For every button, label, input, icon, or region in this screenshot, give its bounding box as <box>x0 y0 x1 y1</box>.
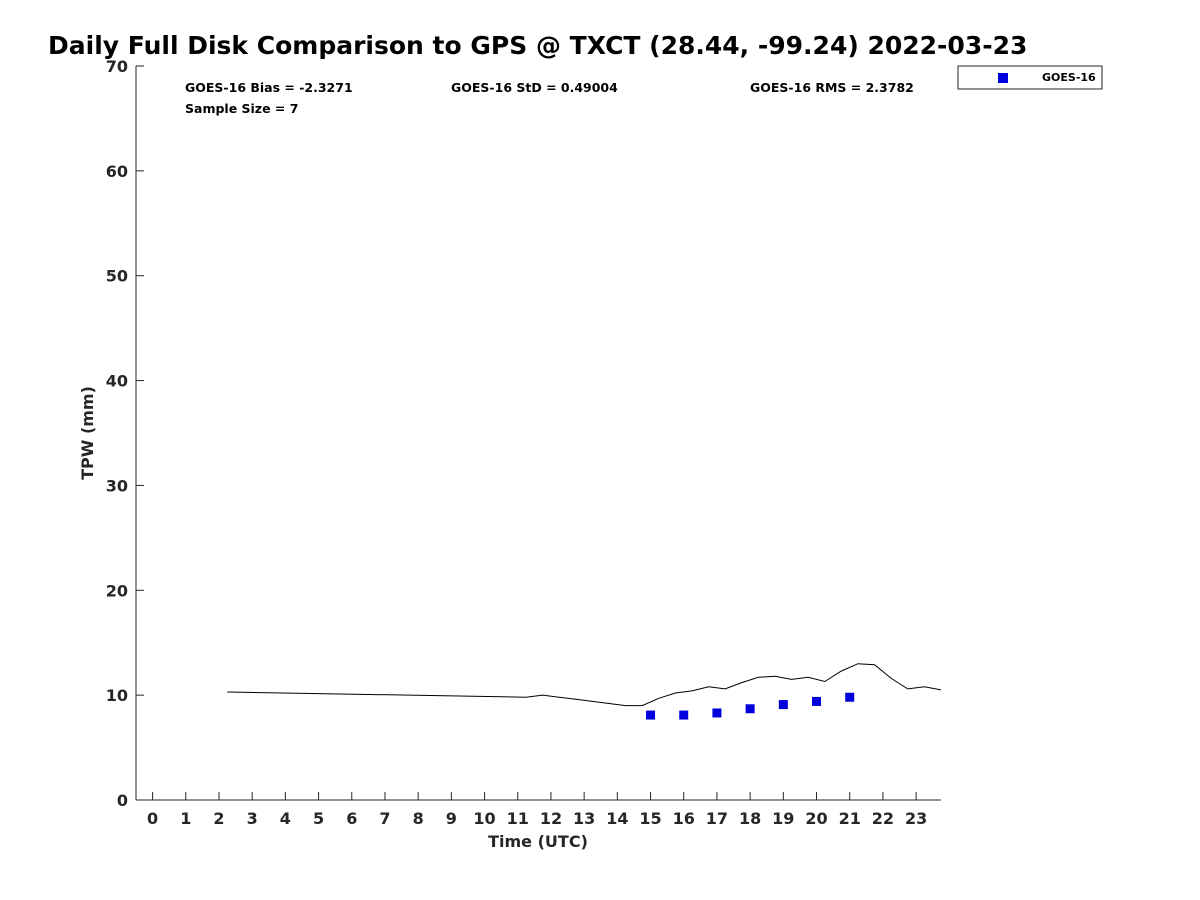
y-tick-label: 10 <box>106 686 128 705</box>
y-tick-label: 0 <box>117 791 128 810</box>
x-tick-label: 15 <box>639 809 661 828</box>
legend-box <box>957 65 1103 90</box>
y-tick-label: 50 <box>106 267 128 286</box>
x-ticks: 0 1 2 3 4 5 6 7 8 9 10 11 12 13 14 15 16 17 18 19 20 21 22 23 <box>147 792 927 828</box>
x-tick-label: 18 <box>739 809 761 828</box>
x-axis-label: Time (UTC) <box>488 832 588 851</box>
x-tick-label: 16 <box>673 809 695 828</box>
x-tick-label: 4 <box>280 809 291 828</box>
legend: GOES-16 <box>957 65 1103 90</box>
y-tick-label: 70 <box>106 57 128 76</box>
x-tick-label: 6 <box>346 809 357 828</box>
y-ticks: 0 10 20 30 40 50 60 70 <box>106 57 144 810</box>
x-tick-label: 8 <box>413 809 424 828</box>
x-tick-label: 11 <box>507 809 529 828</box>
x-tick-label: 14 <box>606 809 628 828</box>
y-tick-label: 40 <box>106 372 128 391</box>
x-tick-label: 9 <box>446 809 457 828</box>
x-tick-label: 20 <box>805 809 827 828</box>
rms-stat: GOES-16 RMS = 2.3782 <box>750 80 914 95</box>
goes16-data-point <box>778 700 788 710</box>
legend-marker <box>998 73 1008 83</box>
x-tick-label: 12 <box>540 809 562 828</box>
goes16-data-point <box>679 710 689 720</box>
x-tick-label: 10 <box>473 809 495 828</box>
x-tick-label: 17 <box>706 809 728 828</box>
plot-axes <box>135 66 941 801</box>
x-tick-label: 2 <box>213 809 224 828</box>
sample-size-stat: Sample Size = 7 <box>185 101 298 116</box>
x-tick-label: 22 <box>872 809 894 828</box>
x-tick-label: 3 <box>247 809 258 828</box>
y-tick-label: 60 <box>106 162 128 181</box>
y-tick-label: 20 <box>106 581 128 600</box>
x-tick-label: 19 <box>772 809 794 828</box>
x-tick-label: 7 <box>379 809 390 828</box>
x-tick-label: 1 <box>180 809 191 828</box>
x-tick-label: 13 <box>573 809 595 828</box>
goes16-data-point <box>712 708 722 718</box>
std-stat: GOES-16 StD = 0.49004 <box>451 80 618 95</box>
gps-series-line <box>227 663 942 707</box>
y-axis-label: TPW (mm) <box>78 386 97 480</box>
x-tick-label: 23 <box>905 809 927 828</box>
bias-stat: GOES-16 Bias = -2.3271 <box>185 80 353 95</box>
x-tick-label: 5 <box>313 809 324 828</box>
goes16-data-point <box>845 692 855 702</box>
legend-label: GOES-16 <box>1042 71 1096 84</box>
y-tick-label: 30 <box>106 476 128 495</box>
series-layer <box>227 663 942 720</box>
chart-title: Daily Full Disk Comparison to GPS @ TXCT… <box>48 31 1027 60</box>
goes16-data-point <box>646 710 656 720</box>
x-tick-label: 0 <box>147 809 158 828</box>
goes16-data-point <box>812 696 822 706</box>
x-tick-label: 21 <box>839 809 861 828</box>
goes16-data-point <box>745 704 755 714</box>
